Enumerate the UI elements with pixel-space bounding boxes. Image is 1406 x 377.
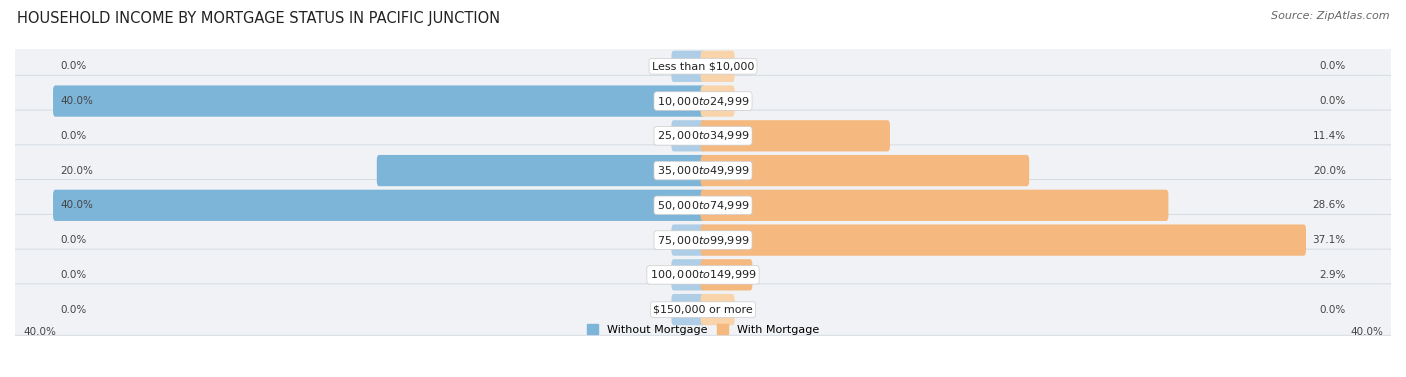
Text: Less than $10,000: Less than $10,000 bbox=[652, 61, 754, 71]
Text: 0.0%: 0.0% bbox=[1319, 61, 1346, 71]
FancyBboxPatch shape bbox=[700, 155, 1029, 186]
Legend: Without Mortgage, With Mortgage: Without Mortgage, With Mortgage bbox=[582, 320, 824, 339]
Text: 40.0%: 40.0% bbox=[60, 200, 93, 210]
Text: 0.0%: 0.0% bbox=[60, 235, 87, 245]
Text: 0.0%: 0.0% bbox=[60, 305, 87, 314]
FancyBboxPatch shape bbox=[10, 41, 1396, 92]
FancyBboxPatch shape bbox=[10, 179, 1396, 231]
Text: 40.0%: 40.0% bbox=[1350, 327, 1384, 337]
FancyBboxPatch shape bbox=[672, 224, 706, 256]
Text: 20.0%: 20.0% bbox=[60, 166, 93, 176]
Text: 40.0%: 40.0% bbox=[60, 96, 93, 106]
Text: $75,000 to $99,999: $75,000 to $99,999 bbox=[657, 234, 749, 247]
FancyBboxPatch shape bbox=[10, 284, 1396, 335]
FancyBboxPatch shape bbox=[10, 249, 1396, 300]
Text: 0.0%: 0.0% bbox=[1319, 305, 1346, 314]
FancyBboxPatch shape bbox=[700, 259, 752, 290]
Text: $150,000 or more: $150,000 or more bbox=[654, 305, 752, 314]
FancyBboxPatch shape bbox=[672, 51, 706, 82]
Text: $35,000 to $49,999: $35,000 to $49,999 bbox=[657, 164, 749, 177]
Text: 28.6%: 28.6% bbox=[1313, 200, 1346, 210]
Text: 0.0%: 0.0% bbox=[1319, 96, 1346, 106]
FancyBboxPatch shape bbox=[53, 86, 706, 117]
FancyBboxPatch shape bbox=[10, 215, 1396, 266]
Text: $10,000 to $24,999: $10,000 to $24,999 bbox=[657, 95, 749, 107]
Text: 37.1%: 37.1% bbox=[1313, 235, 1346, 245]
FancyBboxPatch shape bbox=[700, 294, 734, 325]
FancyBboxPatch shape bbox=[700, 120, 890, 152]
Text: 11.4%: 11.4% bbox=[1313, 131, 1346, 141]
FancyBboxPatch shape bbox=[700, 86, 734, 117]
Text: 20.0%: 20.0% bbox=[1313, 166, 1346, 176]
FancyBboxPatch shape bbox=[672, 120, 706, 152]
Text: $100,000 to $149,999: $100,000 to $149,999 bbox=[650, 268, 756, 281]
FancyBboxPatch shape bbox=[700, 51, 734, 82]
FancyBboxPatch shape bbox=[10, 110, 1396, 161]
Text: 2.9%: 2.9% bbox=[1319, 270, 1346, 280]
Text: 40.0%: 40.0% bbox=[22, 327, 56, 337]
FancyBboxPatch shape bbox=[53, 190, 706, 221]
FancyBboxPatch shape bbox=[672, 294, 706, 325]
FancyBboxPatch shape bbox=[700, 190, 1168, 221]
FancyBboxPatch shape bbox=[10, 75, 1396, 127]
FancyBboxPatch shape bbox=[377, 155, 706, 186]
Text: $25,000 to $34,999: $25,000 to $34,999 bbox=[657, 129, 749, 142]
FancyBboxPatch shape bbox=[700, 224, 1306, 256]
FancyBboxPatch shape bbox=[10, 145, 1396, 196]
Text: 0.0%: 0.0% bbox=[60, 131, 87, 141]
Text: 0.0%: 0.0% bbox=[60, 61, 87, 71]
FancyBboxPatch shape bbox=[672, 259, 706, 290]
Text: $50,000 to $74,999: $50,000 to $74,999 bbox=[657, 199, 749, 212]
Text: 0.0%: 0.0% bbox=[60, 270, 87, 280]
Text: Source: ZipAtlas.com: Source: ZipAtlas.com bbox=[1271, 11, 1389, 21]
Text: HOUSEHOLD INCOME BY MORTGAGE STATUS IN PACIFIC JUNCTION: HOUSEHOLD INCOME BY MORTGAGE STATUS IN P… bbox=[17, 11, 501, 26]
